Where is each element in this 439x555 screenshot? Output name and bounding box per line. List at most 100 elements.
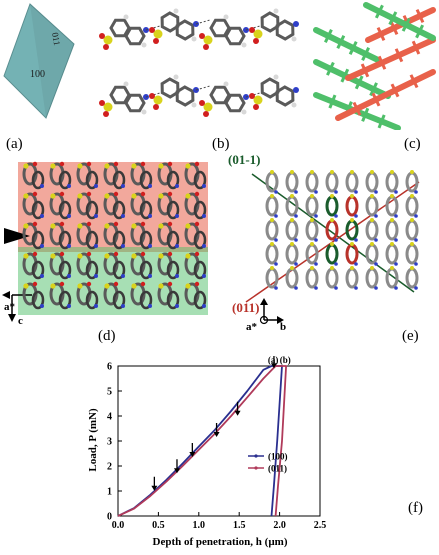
molecule	[265, 194, 279, 218]
molecule	[99, 14, 161, 50]
molecule	[76, 251, 99, 280]
load-depth-chart: 0.0 0.5 1.0 1.5 2.0 2.5 0 1 2 3 4 5 6 (a) (b) (100) (0…	[87, 354, 326, 548]
molecule	[76, 281, 99, 310]
molecule	[385, 242, 399, 266]
panel-label-a: (a)	[6, 136, 23, 152]
molecule	[385, 218, 399, 242]
molecule	[325, 242, 339, 266]
series-line	[117, 365, 287, 517]
molecule	[76, 191, 99, 220]
y-tick-label: 5	[107, 387, 112, 398]
legend-label: (100)	[268, 452, 288, 462]
molecular-chain	[345, 37, 436, 81]
molecule	[285, 194, 299, 218]
molecule	[305, 218, 319, 242]
molecule	[285, 266, 299, 290]
molecule	[130, 191, 153, 220]
molecule	[365, 242, 379, 266]
panel-c: (c)	[308, 0, 439, 152]
molecule	[405, 266, 419, 290]
y-tick-label: 0	[107, 512, 112, 523]
molecule	[405, 194, 419, 218]
slip-plane-arrow	[4, 228, 30, 244]
molecule	[249, 74, 299, 110]
molecule	[265, 170, 279, 194]
molecule	[157, 161, 180, 190]
plane-011-line	[245, 181, 420, 303]
molecule	[157, 221, 180, 250]
molecule	[365, 170, 379, 194]
axis-label-b: b	[280, 321, 286, 332]
molecular-chain	[363, 2, 436, 41]
panel-label-b: (b)	[212, 136, 230, 152]
red-layer	[18, 162, 208, 252]
molecule	[157, 191, 180, 220]
molecule	[22, 191, 45, 220]
molecule	[405, 170, 419, 194]
molecule	[345, 242, 359, 266]
molecule	[345, 170, 359, 194]
molecule	[405, 242, 419, 266]
legend-label: (011)	[268, 464, 287, 474]
plot-frame	[117, 365, 321, 517]
molecule	[157, 251, 180, 280]
molecular-packing-view	[99, 8, 299, 117]
molecule	[385, 194, 399, 218]
layered-chain-view	[313, 2, 436, 131]
molecule	[103, 191, 126, 220]
plane-label-01-1: (01-1)	[228, 152, 261, 167]
x-tick-label: 0.0	[112, 520, 125, 531]
curve-annotation: (a)	[268, 356, 279, 365]
slip-planes-view: (01-1) (011) a* b	[228, 152, 420, 333]
panel-f: 0.0 0.5 1.0 1.5 2.0 2.5 0 1 2 3 4 5 6 (a) (b) (100) (0…	[80, 354, 439, 550]
plane-label-011: (011)	[232, 300, 259, 315]
axis-label-c: c	[18, 315, 23, 327]
x-tick-label: 1.0	[193, 520, 206, 531]
y-tick-label: 2	[107, 462, 112, 473]
molecule	[103, 281, 126, 310]
molecule	[325, 266, 339, 290]
molecule	[22, 221, 45, 250]
panel-b: (b)	[92, 0, 302, 152]
molecule	[199, 81, 261, 117]
pop-in-arrow	[151, 476, 158, 491]
molecule	[76, 221, 99, 250]
molecule	[184, 161, 207, 190]
molecule	[103, 221, 126, 250]
molecule	[22, 281, 45, 310]
molecule	[345, 194, 359, 218]
x-tick-label: 1.5	[233, 520, 246, 531]
molecule	[149, 8, 211, 44]
molecule	[149, 74, 211, 110]
molecule	[49, 161, 72, 190]
molecule	[265, 266, 279, 290]
pop-in-arrow	[173, 459, 180, 474]
axis-label-a-e: a*	[246, 321, 258, 332]
molecule	[365, 266, 379, 290]
molecule	[49, 191, 72, 220]
molecule	[130, 281, 153, 310]
molecule	[249, 8, 299, 44]
molecule	[285, 218, 299, 242]
molecule	[345, 266, 359, 290]
layer-slab-view: a* c	[2, 161, 208, 327]
y-tick-label: 4	[107, 412, 112, 423]
molecule	[405, 218, 419, 242]
molecule	[130, 161, 153, 190]
molecule	[157, 281, 180, 310]
molecule	[265, 218, 279, 242]
series-line	[117, 365, 283, 517]
molecule	[265, 242, 279, 266]
molecule	[199, 14, 261, 50]
molecule	[305, 170, 319, 194]
molecule	[305, 194, 319, 218]
panel-label-d: (d)	[98, 328, 116, 344]
molecule	[285, 242, 299, 266]
molecule	[49, 251, 72, 280]
molecule	[285, 170, 299, 194]
curve-annotation: (b)	[280, 356, 291, 365]
molecule	[325, 218, 339, 242]
molecular-chain	[313, 27, 381, 63]
pop-in-arrow	[234, 401, 241, 416]
panel-label-c: (c)	[404, 136, 421, 152]
